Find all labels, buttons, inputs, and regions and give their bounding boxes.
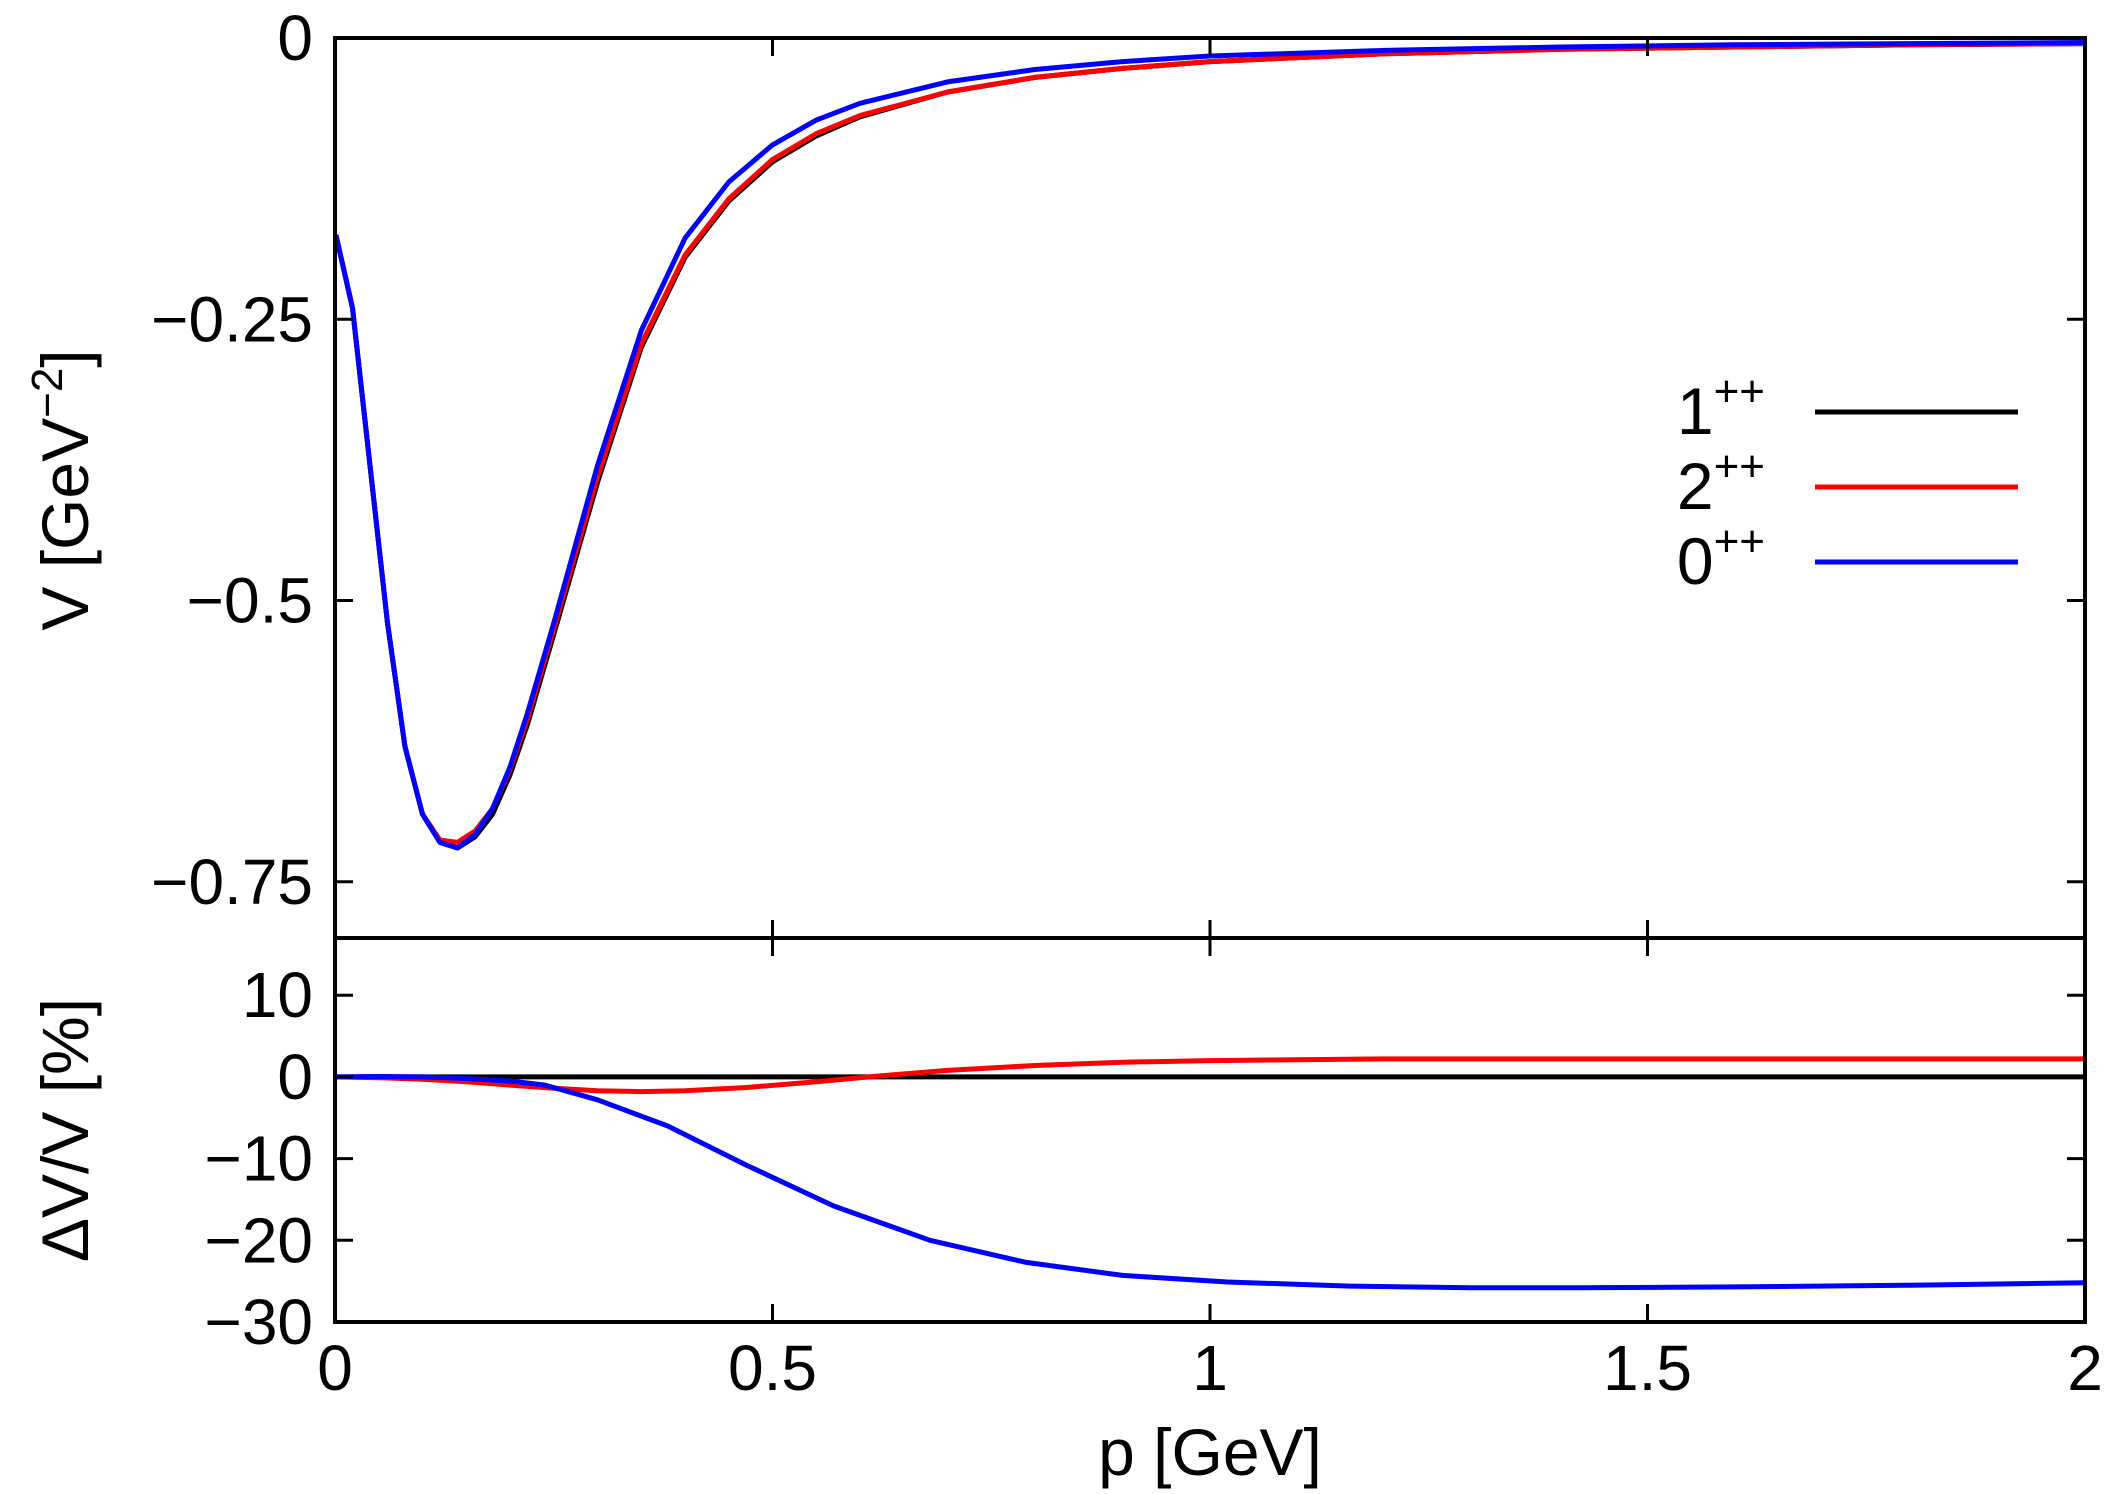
potential-y-axis-label: V [GeV−2] [23, 349, 102, 630]
relative-difference-y-tick-label: 0 [277, 1041, 313, 1113]
relative-difference-series-2 [334, 1074, 2086, 1291]
relative-difference-y-tick-label: −10 [204, 1123, 313, 1195]
potential-y-tick-label: −0.75 [151, 846, 313, 918]
potential-series-0 [333, 41, 2086, 851]
relative-difference-series-1 [334, 1056, 2085, 1095]
potential-ticks-group: 0 −0.25 −0.5 −0.75 [151, 2, 2085, 918]
legend-label: 1++ [1677, 367, 1765, 448]
potential-series-1 [333, 41, 2086, 845]
legend-label: 2++ [1677, 442, 1765, 523]
x-tick-label: 2 [2067, 1332, 2103, 1404]
relative-difference-y-tick-label: −20 [204, 1204, 313, 1276]
legend: 1++2++0++ [1677, 367, 2018, 598]
potential-panel: 0 −0.25 −0.5 −0.75 V [GeV−2] 1++2++0++ [23, 2, 2087, 940]
legend-label: 0++ [1677, 517, 1765, 598]
x-tick-label: 1 [1192, 1332, 1228, 1404]
difference-series-group [334, 1056, 2086, 1291]
relative-difference-y-tick-label: 10 [242, 959, 313, 1031]
potential-y-tick-label: −0.25 [151, 283, 313, 355]
difference-panel: 10 0 −10 −20 −30 ΔV/V [%] [28, 936, 2087, 1358]
x-tick-label: 0 [317, 1332, 353, 1404]
relative-difference-y-tick-label: −30 [204, 1286, 313, 1358]
potential-y-tick-label: −0.5 [187, 565, 313, 637]
x-axis-ticks: 0 0.5 1 1.5 2 [317, 38, 2103, 1404]
potential-y-tick-label: 0 [277, 2, 313, 74]
difference-plot-frame [333, 936, 2087, 1324]
x-tick-label: 0.5 [728, 1332, 817, 1404]
x-axis-label: p [GeV] [1098, 1415, 1322, 1489]
potential-series-group [333, 40, 2086, 851]
x-tick-label: 1.5 [1603, 1332, 1692, 1404]
potential-series-2 [333, 40, 2086, 851]
difference-ticks-group: 10 0 −10 −20 −30 [204, 959, 2085, 1358]
difference-y-axis-label: ΔV/V [%] [28, 998, 102, 1262]
